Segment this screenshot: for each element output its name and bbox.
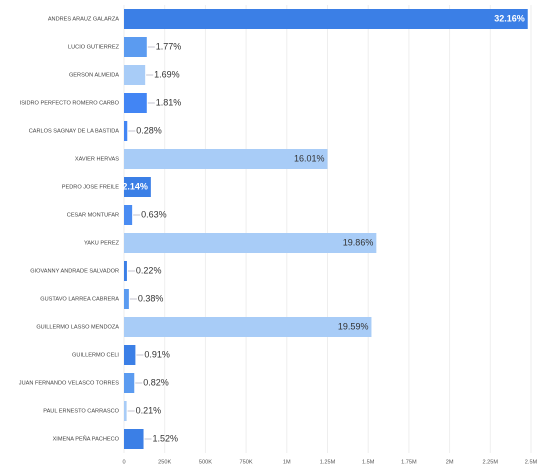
x-tick-label: 500K xyxy=(199,459,212,465)
bar xyxy=(124,345,136,365)
value-label: 0.22% xyxy=(136,265,162,275)
bar xyxy=(124,233,377,253)
y-tick-label: GERSON ALMEIDA xyxy=(69,72,119,78)
x-tick-label: 2.5M xyxy=(525,459,538,465)
y-tick-label: YAKU PEREZ xyxy=(84,240,120,246)
value-label: 32.16% xyxy=(494,13,525,23)
bar xyxy=(124,37,147,57)
y-tick-label: XIMENA PEÑA PACHECO xyxy=(53,435,120,442)
value-label: 1.52% xyxy=(153,433,179,443)
y-tick-label: GUSTAVO LARREA CABRERA xyxy=(40,296,119,302)
x-tick-label: 1.5M xyxy=(362,459,375,465)
y-tick-label: LUCIO GUTIERREZ xyxy=(68,44,120,50)
value-label: 1.69% xyxy=(154,69,180,79)
y-tick-label: GIOVANNY ANDRADE SALVADOR xyxy=(30,268,119,274)
y-tick-label: JUAN FERNANDO VELASCO TORRES xyxy=(19,380,119,386)
bar xyxy=(124,149,328,169)
bar xyxy=(124,317,372,337)
x-tick-label: 1.75M xyxy=(401,459,417,465)
y-tick-label: GUILLERMO LASSO MENDOZA xyxy=(36,324,119,330)
bar xyxy=(124,401,127,421)
bar xyxy=(124,205,133,225)
y-tick-label: PAUL ERNESTO CARRASCO xyxy=(43,408,119,414)
bar xyxy=(124,93,147,113)
bar xyxy=(124,65,146,85)
value-label: 1.77% xyxy=(156,41,182,51)
y-tick-label: ISIDRO PERFECTO ROMERO CARBO xyxy=(20,100,120,106)
x-tick-label: 2M xyxy=(446,459,454,465)
value-label: 16.01% xyxy=(294,153,325,163)
x-tick-label: 750K xyxy=(240,459,253,465)
x-tick-label: 1.25M xyxy=(320,459,336,465)
bar xyxy=(124,289,129,309)
x-tick-label: 250K xyxy=(158,459,171,465)
value-label: 0.82% xyxy=(143,377,169,387)
bar xyxy=(124,9,528,29)
x-tick-label: 1M xyxy=(283,459,291,465)
bar xyxy=(124,121,128,141)
value-label: 0.28% xyxy=(136,125,162,135)
x-tick-label: 0 xyxy=(122,459,125,465)
value-label: 0.91% xyxy=(144,349,170,359)
bar xyxy=(124,429,144,449)
value-label: 0.63% xyxy=(141,209,167,219)
value-label: 1.81% xyxy=(156,97,182,107)
bar xyxy=(124,373,135,393)
value-label: 19.86% xyxy=(343,237,374,247)
x-tick-label: 2.25M xyxy=(483,459,499,465)
value-label: 0.38% xyxy=(138,293,164,303)
y-tick-label: CARLOS SAGNAY DE LA BASTIDA xyxy=(29,128,120,134)
value-label: 2.14% xyxy=(122,181,148,191)
y-tick-label: GUILLERMO CELI xyxy=(72,352,119,358)
bar xyxy=(124,261,127,281)
y-tick-label: CESAR MONTUFAR xyxy=(67,212,119,218)
value-label: 0.21% xyxy=(136,405,162,415)
value-label: 19.59% xyxy=(338,321,369,331)
y-tick-label: ANDRES ARAUZ GALARZA xyxy=(48,16,119,22)
y-tick-label: XAVIER HERVAS xyxy=(75,156,119,162)
bar xyxy=(124,177,151,197)
y-tick-label: PEDRO JOSE FREILE xyxy=(62,184,119,190)
